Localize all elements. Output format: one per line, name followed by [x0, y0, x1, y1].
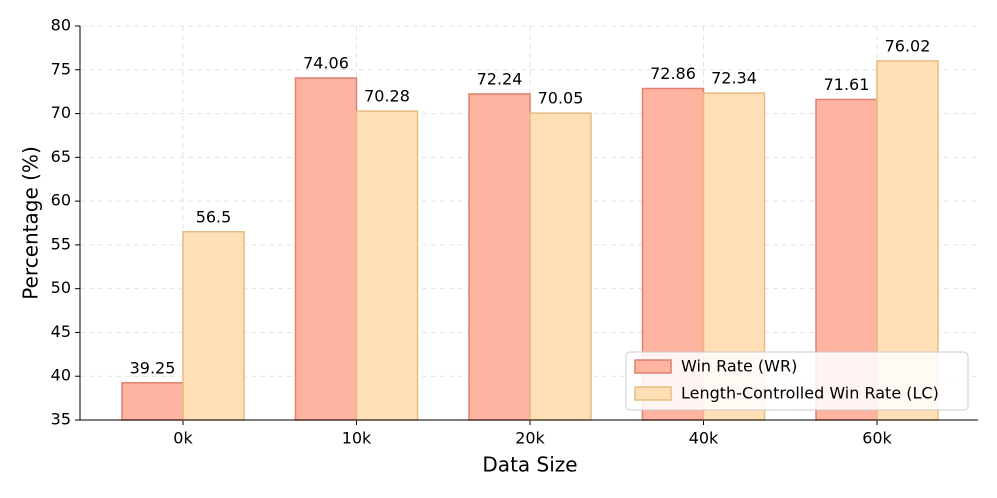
- value-label: 76.02: [885, 36, 931, 55]
- x-tick-label: 60k: [862, 429, 892, 448]
- y-tick-label: 50: [51, 278, 71, 297]
- value-label: 74.06: [303, 54, 349, 73]
- legend: Win Rate (WR) Length-Controlled Win Rate …: [625, 351, 969, 411]
- y-tick-label: 70: [51, 103, 71, 122]
- value-label: 71.61: [824, 75, 870, 94]
- y-tick-label: 40: [51, 366, 71, 385]
- value-label: 39.25: [130, 358, 176, 377]
- value-label: 56.5: [196, 207, 232, 226]
- bar: [355, 110, 419, 421]
- x-tick-label: 20k: [515, 429, 545, 448]
- value-label: 72.86: [650, 64, 696, 83]
- bar: [529, 112, 592, 421]
- y-axis-label: Percentage (%): [19, 146, 43, 299]
- value-label: 70.28: [364, 87, 410, 106]
- legend-label: Win Rate (WR): [681, 357, 797, 376]
- bar: [294, 77, 358, 421]
- value-label: 72.24: [477, 69, 523, 88]
- y-tick-label: 60: [51, 191, 71, 210]
- y-tick-label: 75: [51, 59, 71, 78]
- x-tick-label: 40k: [689, 429, 719, 448]
- value-label: 70.05: [538, 89, 584, 108]
- y-tick-label: 65: [51, 147, 71, 166]
- x-tick-label: 0k: [173, 429, 193, 448]
- legend-swatch: [634, 359, 672, 374]
- y-tick-label: 80: [51, 16, 71, 35]
- legend-swatch: [634, 386, 672, 401]
- legend-box: [625, 351, 969, 411]
- x-tick-label: 10k: [342, 429, 372, 448]
- y-tick-label: 45: [51, 322, 71, 341]
- x-axis-label: Data Size: [482, 453, 577, 477]
- legend-label: Length-Controlled Win Rate (LC): [681, 384, 939, 403]
- bar: [182, 231, 245, 421]
- bar: [468, 93, 531, 421]
- bar: [121, 382, 184, 421]
- value-label: 72.34: [711, 69, 757, 88]
- y-tick-label: 35: [51, 410, 71, 429]
- y-tick-label: 55: [51, 234, 71, 253]
